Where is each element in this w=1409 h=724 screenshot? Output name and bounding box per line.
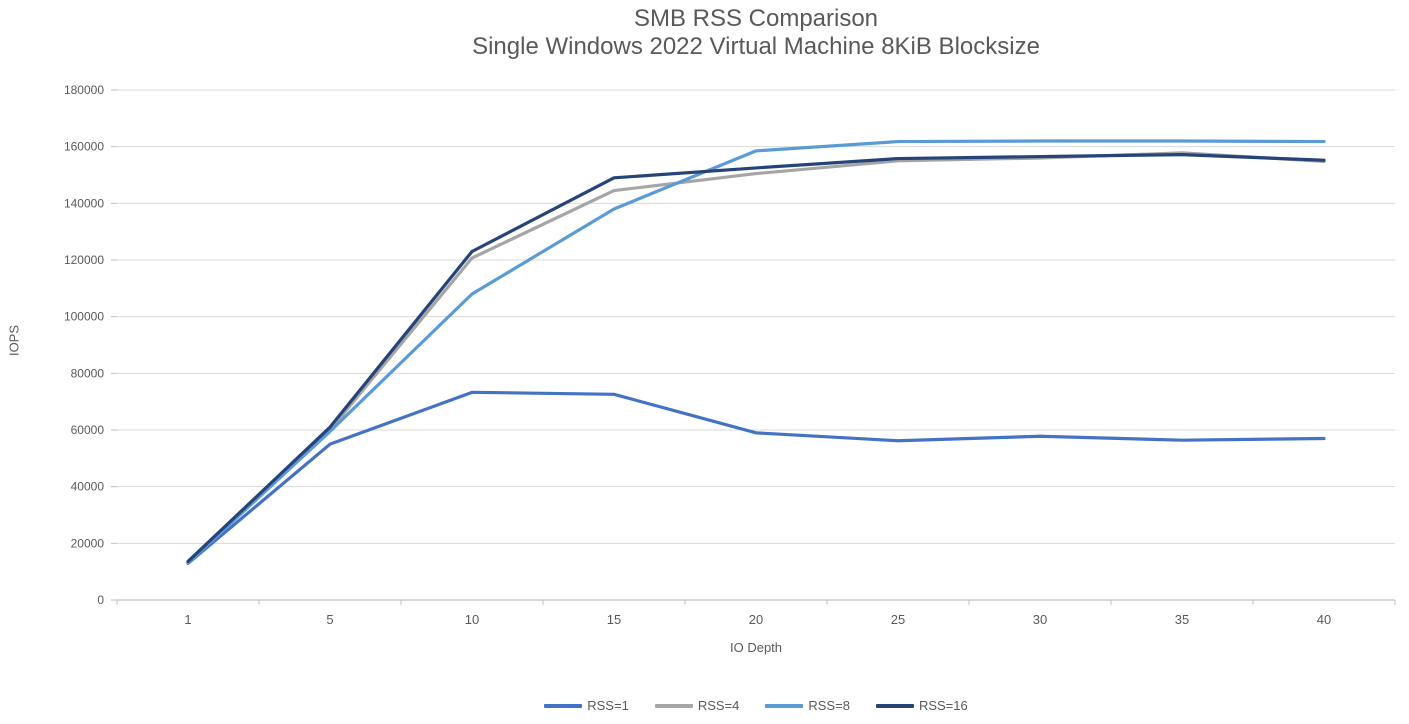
legend-item-rss-16: RSS=16 — [875, 698, 968, 713]
series-line-rss-4 — [186, 151, 1326, 564]
legend-label: RSS=4 — [697, 698, 740, 713]
series-line-rss-8 — [186, 139, 1326, 565]
legend-line-swatch — [654, 703, 693, 708]
legend-item-rss-4: RSS=4 — [654, 698, 740, 713]
y-tick-label: 180000 — [64, 83, 104, 97]
y-tick-label: 140000 — [64, 196, 104, 210]
legend-line-swatch — [875, 703, 914, 708]
y-tick-label: 160000 — [64, 140, 104, 154]
y-tick-label: 100000 — [64, 310, 104, 324]
legend-item-rss-8: RSS=8 — [765, 698, 850, 713]
y-tick-label: 0 — [97, 593, 104, 607]
series-line-rss-16 — [186, 153, 1326, 564]
y-tick-label: 60000 — [71, 423, 105, 437]
legend-line-swatch — [765, 703, 804, 708]
series-line-rss-1 — [186, 390, 1326, 566]
chart-legend: RSS=1 RSS=4 RSS=8 RSS=16 — [117, 698, 1395, 713]
legend-line-swatch — [544, 703, 583, 708]
legend-label: RSS=1 — [587, 698, 629, 713]
x-tick-label: 40 — [1317, 612, 1331, 627]
chart-title: SMB RSS Comparison Single Windows 2022 V… — [117, 5, 1395, 61]
x-tick-label: 25 — [891, 612, 905, 627]
x-tick-label: 30 — [1033, 612, 1047, 627]
legend-label: RSS=16 — [918, 698, 968, 713]
x-tick-label: 5 — [326, 612, 333, 627]
y-tick-label: 20000 — [71, 536, 105, 550]
x-tick-label: 35 — [1175, 612, 1189, 627]
legend-item-rss-1: RSS=1 — [544, 698, 629, 713]
x-tick-label: 15 — [607, 612, 621, 627]
chart-title-line1: SMB RSS Comparison — [633, 5, 879, 32]
y-tick-label: 80000 — [71, 366, 105, 380]
x-tick-label: 10 — [465, 612, 479, 627]
x-axis-title: IO Depth — [729, 640, 783, 655]
y-axis-title: IOPS — [6, 324, 22, 357]
x-tick-label: 1 — [184, 612, 191, 627]
legend-label: RSS=8 — [808, 698, 850, 713]
x-tick-label: 20 — [749, 612, 763, 627]
y-tick-label: 120000 — [64, 253, 104, 267]
y-tick-label: 40000 — [71, 480, 105, 494]
chart-title-line2: Single Windows 2022 Virtual Machine 8KiB… — [472, 33, 1040, 60]
